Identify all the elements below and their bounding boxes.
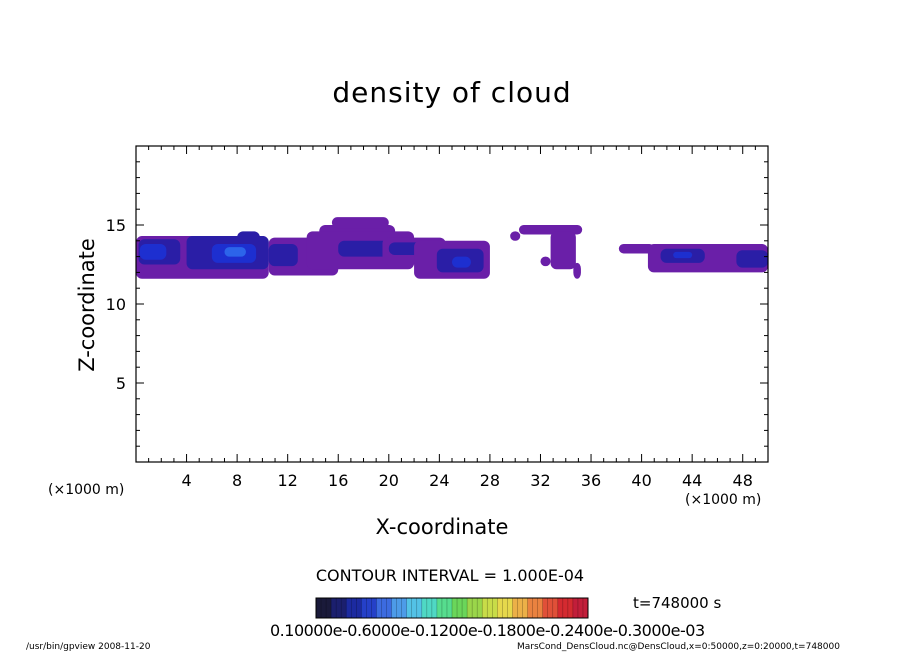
cloud-density-field bbox=[136, 217, 768, 279]
colorbar-cell bbox=[467, 598, 483, 618]
x-unit-label-right: (×1000 m) bbox=[685, 492, 762, 508]
cloud-region-17 bbox=[452, 256, 471, 268]
colorbar-cell bbox=[527, 598, 544, 618]
colorbar-frame bbox=[315, 597, 589, 619]
y-axis-label: Z-coordinate bbox=[75, 238, 99, 372]
colorbar bbox=[315, 597, 589, 619]
cloud-region-22 bbox=[573, 262, 581, 279]
cloud-region-23 bbox=[618, 243, 655, 254]
cloud-region-10 bbox=[331, 217, 389, 229]
x-tick-label: 4 bbox=[181, 471, 191, 490]
colorbar-cell bbox=[557, 598, 574, 618]
y-tick-label: 15 bbox=[106, 216, 126, 235]
x-tick-label: 36 bbox=[581, 471, 601, 490]
x-tick-label: 48 bbox=[733, 471, 753, 490]
x-tick-label: 32 bbox=[530, 471, 550, 490]
cloud-region-8 bbox=[268, 243, 298, 267]
x-tick-label: 12 bbox=[278, 471, 298, 490]
colorbar-cell bbox=[572, 598, 589, 618]
colorbar-cell bbox=[391, 598, 408, 618]
x-axis-label: X-coordinate bbox=[375, 515, 509, 539]
x-tick-label: 8 bbox=[232, 471, 242, 490]
colorbar-cell bbox=[346, 598, 362, 618]
cloud-region-12 bbox=[338, 240, 389, 257]
footer-right: MarsCond_DensCloud.nc@DensCloud,x=0:5000… bbox=[517, 642, 840, 652]
colorbar-cell bbox=[406, 598, 423, 618]
chart-title: density of cloud bbox=[332, 76, 572, 109]
footer-left: /usr/bin/gpview 2008-11-20 bbox=[26, 642, 151, 652]
x-tick-label: 44 bbox=[682, 471, 702, 490]
cloud-region-27 bbox=[736, 250, 768, 268]
colorbar-cell bbox=[331, 598, 347, 618]
colorbar-cell bbox=[421, 598, 438, 618]
x-tick-label: 16 bbox=[328, 471, 348, 490]
colorbar-cell bbox=[376, 598, 393, 618]
colorbar-cell bbox=[316, 598, 332, 618]
cloud-region-26 bbox=[673, 251, 693, 259]
contour-interval-label: CONTOUR INTERVAL = 1.000E-04 bbox=[315, 566, 585, 585]
colorbar-cell bbox=[436, 598, 453, 618]
x-unit-label-left: (×1000 m) bbox=[48, 482, 125, 498]
cloud-region-20 bbox=[550, 231, 576, 270]
time-label: t=748000 s bbox=[633, 594, 722, 612]
colorbar-cell bbox=[482, 598, 498, 618]
colorbar-cell bbox=[452, 598, 468, 618]
y-tick-label: 5 bbox=[116, 374, 126, 393]
y-tick-label: 10 bbox=[106, 295, 126, 314]
colorbar-cell bbox=[361, 598, 377, 618]
x-tick-label: 28 bbox=[480, 471, 500, 490]
colorbar-tick-labels: 0.10000e-0.6000e-0.1200e-0.1800e-0.2400e… bbox=[270, 621, 705, 640]
cloud-region-18 bbox=[510, 231, 521, 241]
colorbar-cell bbox=[512, 598, 529, 618]
cloud-region-2 bbox=[139, 243, 167, 260]
x-tick-label: 24 bbox=[429, 471, 449, 490]
cloud-region-6 bbox=[237, 231, 260, 244]
cloud-region-5 bbox=[224, 247, 246, 257]
x-tick-label: 40 bbox=[631, 471, 651, 490]
cloud-region-21 bbox=[540, 256, 551, 267]
plot-frame bbox=[135, 145, 769, 463]
x-tick-label: 20 bbox=[379, 471, 399, 490]
colorbar-cell bbox=[497, 598, 513, 618]
colorbar-cell bbox=[542, 598, 559, 618]
